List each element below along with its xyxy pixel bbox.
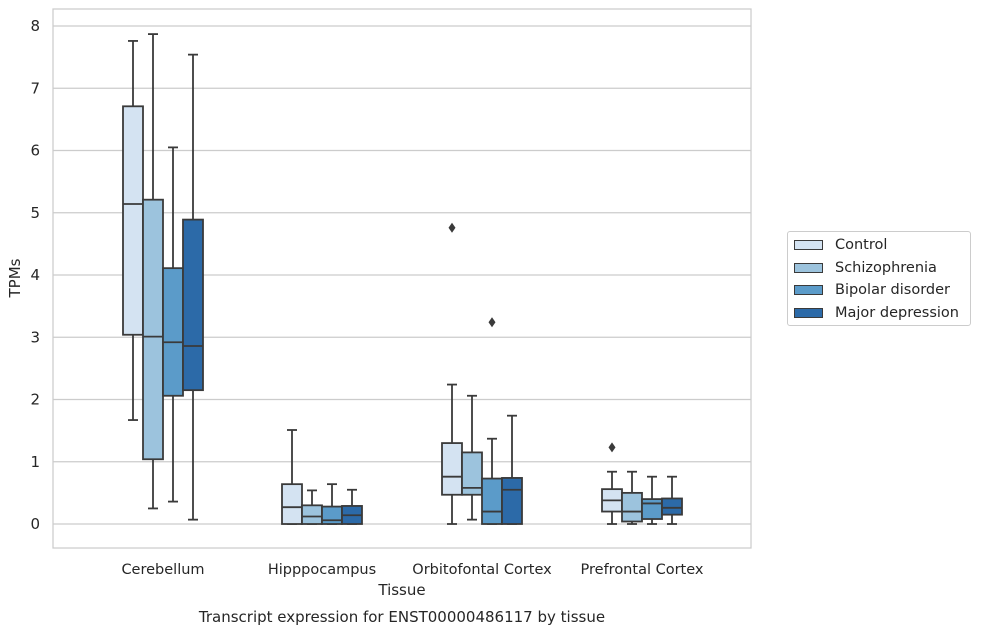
y-tick-label: 3 (30, 328, 40, 346)
box (621, 491, 643, 523)
box (661, 497, 683, 516)
box (301, 504, 323, 525)
legend-item: Schizophrenia (794, 259, 937, 277)
outlier-point (448, 222, 456, 233)
y-tick-label: 4 (30, 266, 40, 284)
legend-label: Bipolar disorder (835, 282, 950, 298)
legend-swatch (794, 308, 823, 318)
y-tick-label: 2 (30, 391, 40, 409)
box (441, 442, 463, 496)
legend-label: Major depression (835, 305, 959, 321)
legend-swatch (794, 285, 823, 295)
legend-label: Schizophrenia (835, 260, 937, 276)
y-tick-label: 6 (30, 142, 40, 160)
legend: Control Schizophrenia Bipolar disorder M… (787, 231, 971, 326)
y-tick-label: 5 (30, 204, 40, 222)
outlier-point (608, 442, 616, 453)
legend-swatch (794, 240, 823, 250)
plot-area-frame (52, 8, 752, 549)
x-tick-label: Cerebellum (121, 562, 204, 578)
box (481, 477, 503, 525)
box-series-group (122, 33, 683, 525)
legend-item: Control (794, 236, 887, 254)
y-tick-label: 1 (30, 453, 40, 471)
box (461, 451, 483, 496)
legend-item: Major depression (794, 304, 959, 322)
box (142, 198, 164, 461)
y-tick-label: 7 (30, 79, 40, 97)
y-axis-label: TPMs (6, 258, 24, 298)
box (321, 505, 343, 525)
x-axis-label: Tissue (377, 581, 425, 599)
box (162, 267, 184, 397)
chart-title: Transcript expression for ENST0000048611… (198, 608, 605, 626)
y-axis-ticks: 0 1 2 3 4 5 6 7 8 (30, 17, 40, 533)
legend-label: Control (835, 237, 888, 253)
box (122, 105, 144, 336)
legend-item: Bipolar disorder (794, 281, 950, 299)
box (641, 498, 663, 520)
y-tick-label: 0 (30, 515, 40, 533)
box (182, 218, 204, 392)
x-axis-ticks: Cerebellum Hipppocampus Orbitofontal Corte… (121, 562, 703, 578)
box (281, 483, 303, 525)
box (501, 477, 523, 525)
x-tick-label: Prefrontal Cortex (581, 562, 704, 578)
outlier-point (488, 317, 496, 328)
x-tick-label: Hipppocampus (268, 562, 376, 578)
y-tick-label: 8 (30, 17, 40, 35)
legend-swatch (794, 263, 823, 273)
x-tick-label: Orbitofontal Cortex (412, 562, 552, 578)
